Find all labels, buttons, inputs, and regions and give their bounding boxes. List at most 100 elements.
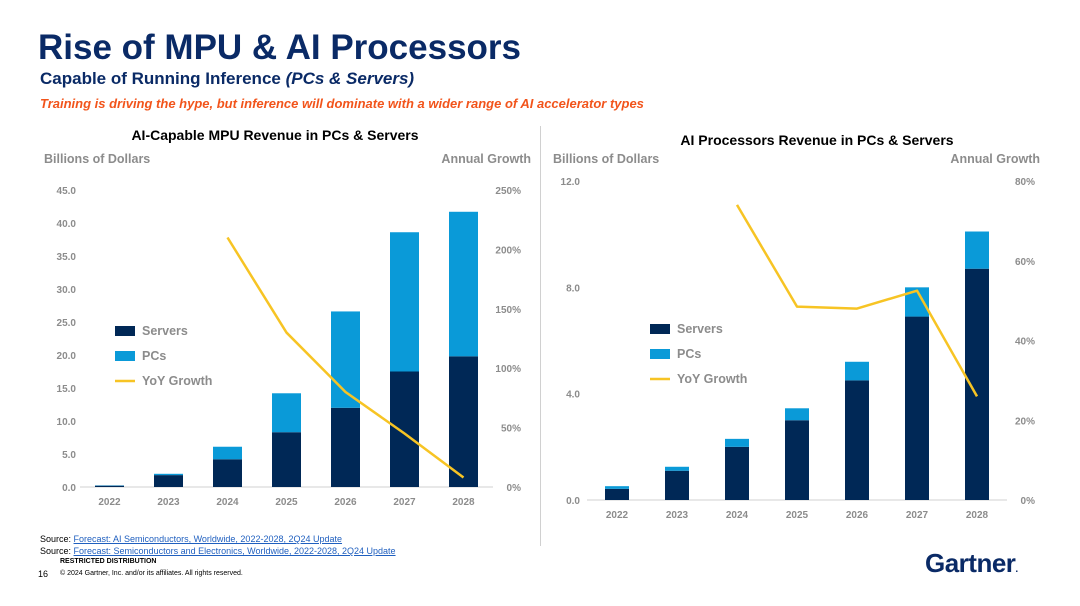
y-tick-label: 45.0 bbox=[57, 186, 77, 197]
y-axis-label: Billions of Dollars bbox=[553, 152, 659, 166]
x-tick-label: 2022 bbox=[98, 497, 121, 508]
tagline: Training is driving the hype, but infere… bbox=[40, 96, 644, 111]
mpu-revenue-chart: AI-Capable MPU Revenue in PCs & Servers B… bbox=[44, 127, 531, 508]
x-tick-label: 2024 bbox=[216, 497, 239, 508]
bar-servers bbox=[272, 432, 301, 487]
y-tick-label: 35.0 bbox=[57, 252, 77, 263]
subtitle-italic: (PCs & Servers) bbox=[285, 69, 415, 88]
bar-servers bbox=[845, 380, 869, 500]
y2-tick-label: 100% bbox=[495, 364, 521, 375]
y-tick-label: 0.0 bbox=[62, 483, 76, 494]
source-link-1[interactable]: Forecast: AI Semiconductors, Worldwide, … bbox=[73, 534, 343, 544]
bar-servers bbox=[449, 356, 478, 487]
copyright: © 2024 Gartner, Inc. and/or its affiliat… bbox=[60, 570, 243, 577]
source-line-1: Source: Forecast: AI Semiconductors, Wor… bbox=[40, 533, 396, 545]
ai-processors-revenue-chart: AI Processors Revenue in PCs & Servers Bi… bbox=[553, 132, 1040, 521]
y2-axis-label: Annual Growth bbox=[441, 152, 531, 166]
bar-pcs bbox=[725, 438, 749, 447]
bar-pcs bbox=[154, 473, 183, 476]
bar-pcs bbox=[785, 408, 809, 421]
y2-tick-label: 40% bbox=[1015, 337, 1035, 348]
bar-servers bbox=[965, 268, 989, 500]
x-tick-label: 2023 bbox=[666, 510, 689, 521]
y2-tick-label: 250% bbox=[495, 186, 521, 197]
y2-axis-label: Annual Growth bbox=[950, 152, 1040, 166]
legend-swatch bbox=[650, 349, 670, 359]
y2-tick-label: 20% bbox=[1015, 416, 1035, 427]
bar-servers bbox=[725, 446, 749, 500]
legend-label: YoY Growth bbox=[142, 374, 212, 388]
bar-pcs bbox=[665, 466, 689, 471]
bar-servers bbox=[154, 475, 183, 487]
bar-servers bbox=[213, 459, 242, 487]
bar-servers bbox=[331, 407, 360, 487]
bar-pcs bbox=[965, 231, 989, 269]
page-title: Rise of MPU & AI Processors bbox=[38, 28, 522, 67]
x-tick-label: 2027 bbox=[393, 497, 416, 508]
y2-tick-label: 50% bbox=[501, 424, 521, 435]
logo-dot: . bbox=[1015, 564, 1018, 575]
y-tick-label: 12.0 bbox=[561, 177, 581, 188]
source-label-1: Source: bbox=[40, 534, 74, 544]
y-tick-label: 5.0 bbox=[62, 450, 76, 461]
x-tick-label: 2027 bbox=[906, 510, 929, 521]
y2-tick-label: 60% bbox=[1015, 257, 1035, 268]
y2-tick-label: 0% bbox=[507, 483, 522, 494]
legend-swatch bbox=[115, 351, 135, 361]
legend-label: PCs bbox=[142, 349, 166, 363]
x-tick-label: 2026 bbox=[846, 510, 869, 521]
x-tick-label: 2028 bbox=[966, 510, 989, 521]
x-tick-label: 2028 bbox=[452, 497, 475, 508]
bar-pcs bbox=[449, 211, 478, 357]
y2-tick-label: 200% bbox=[495, 245, 521, 256]
restricted-distribution: RESTRICTED DISTRIBUTION bbox=[60, 558, 157, 565]
bar-servers bbox=[390, 371, 419, 487]
chart-divider bbox=[540, 126, 541, 546]
x-tick-label: 2023 bbox=[157, 497, 180, 508]
chart-title: AI-Capable MPU Revenue in PCs & Servers bbox=[131, 127, 418, 143]
y-axis-label: Billions of Dollars bbox=[44, 152, 150, 166]
x-tick-label: 2022 bbox=[606, 510, 629, 521]
page-subtitle: Capable of Running Inference (PCs & Serv… bbox=[40, 69, 414, 89]
legend-label: PCs bbox=[677, 347, 701, 361]
y-tick-label: 30.0 bbox=[57, 285, 77, 296]
legend-label: Servers bbox=[677, 322, 723, 336]
y-tick-label: 0.0 bbox=[566, 496, 580, 507]
x-tick-label: 2025 bbox=[275, 497, 298, 508]
y-tick-label: 8.0 bbox=[566, 283, 580, 294]
source-line-2: Source: Forecast: Semiconductors and Ele… bbox=[40, 545, 396, 557]
yoy-growth-line bbox=[226, 236, 465, 479]
y-tick-label: 25.0 bbox=[57, 318, 77, 329]
sources: Source: Forecast: AI Semiconductors, Wor… bbox=[40, 533, 396, 557]
bar-servers bbox=[905, 316, 929, 500]
source-label-2: Source: bbox=[40, 546, 74, 556]
y2-tick-label: 0% bbox=[1021, 496, 1036, 507]
bar-pcs bbox=[272, 393, 301, 433]
x-tick-label: 2024 bbox=[726, 510, 749, 521]
bar-pcs bbox=[845, 361, 869, 381]
yoy-growth-line bbox=[735, 204, 979, 397]
subtitle-main: Capable of Running Inference bbox=[40, 69, 286, 88]
y-tick-label: 4.0 bbox=[566, 390, 580, 401]
legend-swatch bbox=[650, 324, 670, 334]
bar-servers bbox=[665, 470, 689, 500]
y-tick-label: 15.0 bbox=[57, 384, 77, 395]
bar-pcs bbox=[605, 486, 629, 489]
legend-label: YoY Growth bbox=[677, 372, 747, 386]
gartner-logo: Gartner. bbox=[925, 548, 1018, 579]
legend-label: Servers bbox=[142, 324, 188, 338]
y2-tick-label: 150% bbox=[495, 305, 521, 316]
page-number: 16 bbox=[38, 569, 49, 579]
x-tick-label: 2026 bbox=[334, 497, 357, 508]
bar-servers bbox=[785, 420, 809, 500]
bar-pcs bbox=[390, 232, 419, 372]
source-link-2[interactable]: Forecast: Semiconductors and Electronics… bbox=[73, 546, 396, 556]
y-tick-label: 10.0 bbox=[57, 417, 77, 428]
y-tick-label: 40.0 bbox=[57, 219, 77, 230]
chart-title: AI Processors Revenue in PCs & Servers bbox=[680, 132, 953, 148]
bar-servers bbox=[605, 488, 629, 500]
legend-swatch bbox=[115, 326, 135, 336]
bar-servers bbox=[95, 485, 124, 487]
y2-tick-label: 80% bbox=[1015, 177, 1035, 188]
y-tick-label: 20.0 bbox=[57, 351, 77, 362]
